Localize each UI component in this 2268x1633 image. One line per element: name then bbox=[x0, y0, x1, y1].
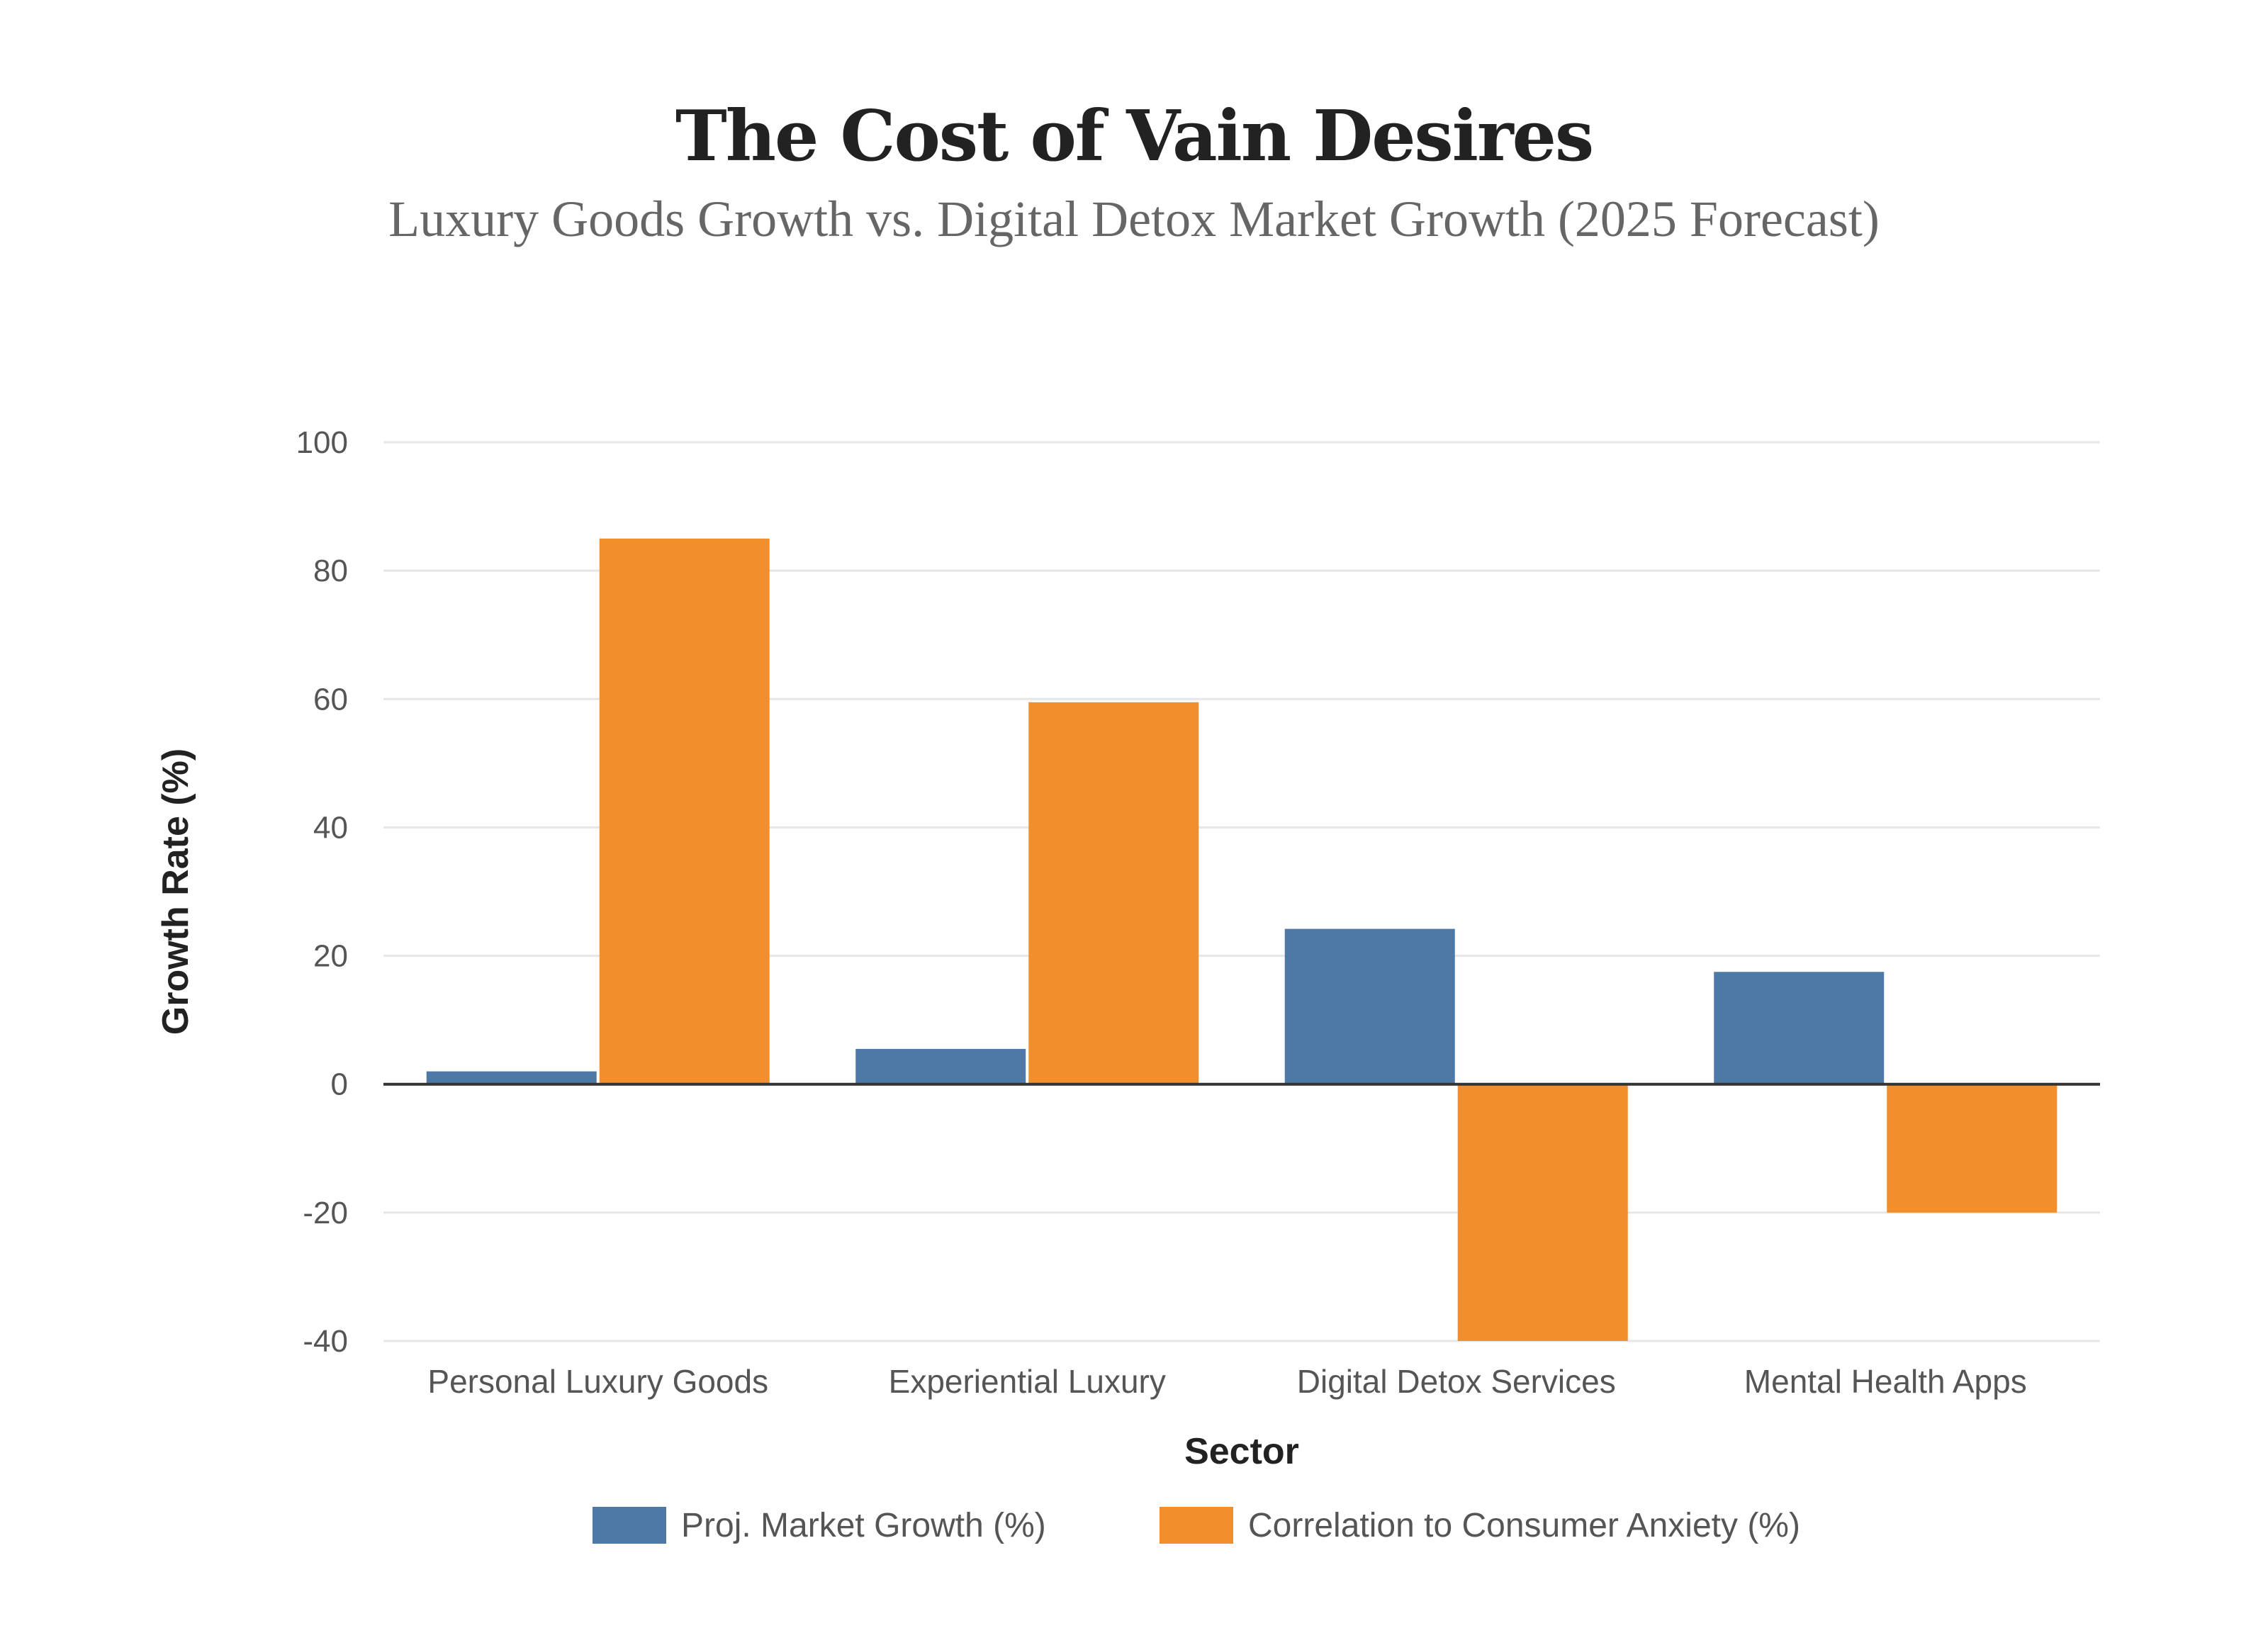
y-tick-label: 0 bbox=[331, 1067, 348, 1102]
legend-label: Proj. Market Growth (%) bbox=[681, 1507, 1046, 1544]
chart-subtitle: Luxury Goods Growth vs. Digital Detox Ma… bbox=[388, 191, 1880, 247]
y-tick-label: -40 bbox=[303, 1324, 348, 1359]
bar-anxiety-correlation bbox=[599, 538, 770, 1084]
x-tick-label: Digital Detox Services bbox=[1297, 1363, 1616, 1400]
y-tick-label: 80 bbox=[313, 554, 348, 588]
x-axis-label: Sector bbox=[1184, 1431, 1299, 1472]
x-tick-label: Mental Health Apps bbox=[1744, 1363, 2027, 1400]
y-tick-label: 20 bbox=[313, 939, 348, 974]
bar-anxiety-correlation bbox=[1457, 1084, 1628, 1341]
y-tick-label: 60 bbox=[313, 682, 348, 717]
bar-anxiety-correlation bbox=[1887, 1084, 2058, 1213]
y-tick-label: 40 bbox=[313, 810, 348, 845]
y-tick-label: -20 bbox=[303, 1196, 348, 1230]
x-tick-label: Experiential Luxury bbox=[889, 1363, 1166, 1400]
bar-market-growth bbox=[1284, 928, 1455, 1084]
bar-anxiety-correlation bbox=[1028, 702, 1199, 1084]
bar-market-growth bbox=[855, 1048, 1026, 1084]
y-tick-label: 100 bbox=[296, 425, 348, 460]
legend-label: Correlation to Consumer Anxiety (%) bbox=[1248, 1507, 1800, 1544]
x-tick-label: Personal Luxury Goods bbox=[427, 1363, 768, 1400]
y-axis-label: Growth Rate (%) bbox=[155, 748, 196, 1035]
legend-swatch bbox=[1160, 1507, 1233, 1544]
chart-title: The Cost of Vain Desires bbox=[675, 96, 1594, 177]
bar-market-growth bbox=[426, 1071, 597, 1084]
legend-swatch bbox=[593, 1507, 666, 1544]
bar-market-growth bbox=[1714, 972, 1885, 1084]
